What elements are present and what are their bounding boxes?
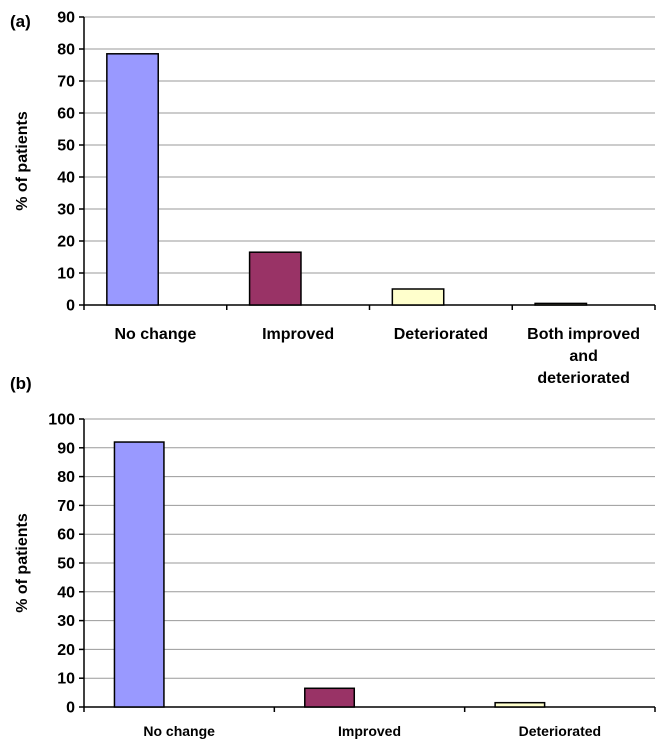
x-category-label: Improved <box>338 723 401 739</box>
y-tick-label: 60 <box>57 527 75 544</box>
y-tick-label: 50 <box>57 556 75 573</box>
panel-label: (a) <box>10 12 31 31</box>
bar-1 <box>106 53 159 306</box>
panel-label: (b) <box>10 374 32 393</box>
y-tick-label: 50 <box>57 138 75 155</box>
y-tick-label: 0 <box>66 298 75 315</box>
y-tick-label: 10 <box>57 266 75 283</box>
y-tick-label: 30 <box>57 202 75 219</box>
y-axis-title: % of patients <box>14 111 31 211</box>
chart-panel-b: (b) 0 10 20 30 40 50 60 70 80 90 100 % of patients No… <box>10 374 656 739</box>
y-tick-label: 40 <box>57 170 75 187</box>
y-tick-label: 60 <box>57 106 75 123</box>
bar-3 <box>494 701 546 708</box>
y-tick-label: 20 <box>57 234 75 251</box>
y-tick-label: 100 <box>48 412 75 429</box>
y-tick-label: 70 <box>57 74 75 91</box>
y-tick-label: 80 <box>57 469 75 486</box>
x-category-label: Deteriorated <box>394 326 488 343</box>
y-tick-label: 0 <box>66 700 75 717</box>
y-tick-label: 70 <box>57 498 75 515</box>
bar-2 <box>248 251 302 306</box>
y-tick-label: 10 <box>57 671 75 688</box>
y-axis-title: % of patients <box>14 513 31 613</box>
bar-3 <box>391 288 445 306</box>
y-tick-label: 90 <box>57 440 75 457</box>
bar-1 <box>113 441 165 708</box>
y-tick-label: 40 <box>57 584 75 601</box>
x-category-label: Improved <box>262 326 334 343</box>
bar-2 <box>304 687 356 708</box>
x-category-label: Deteriorated <box>519 723 601 739</box>
bar-4 <box>534 302 588 306</box>
x-category-label: No change <box>143 723 215 739</box>
y-tick-label: 80 <box>57 42 75 59</box>
y-tick-label: 30 <box>57 613 75 630</box>
y-tick-label: 90 <box>57 10 75 27</box>
x-category-label: No change <box>114 326 196 343</box>
chart-panel-a: (a) 0 10 20 30 40 50 60 70 80 90 % of patients No ch… <box>10 10 656 387</box>
y-tick-label: 20 <box>57 642 75 659</box>
x-category-label: Both improved and deteriorated <box>527 326 640 387</box>
